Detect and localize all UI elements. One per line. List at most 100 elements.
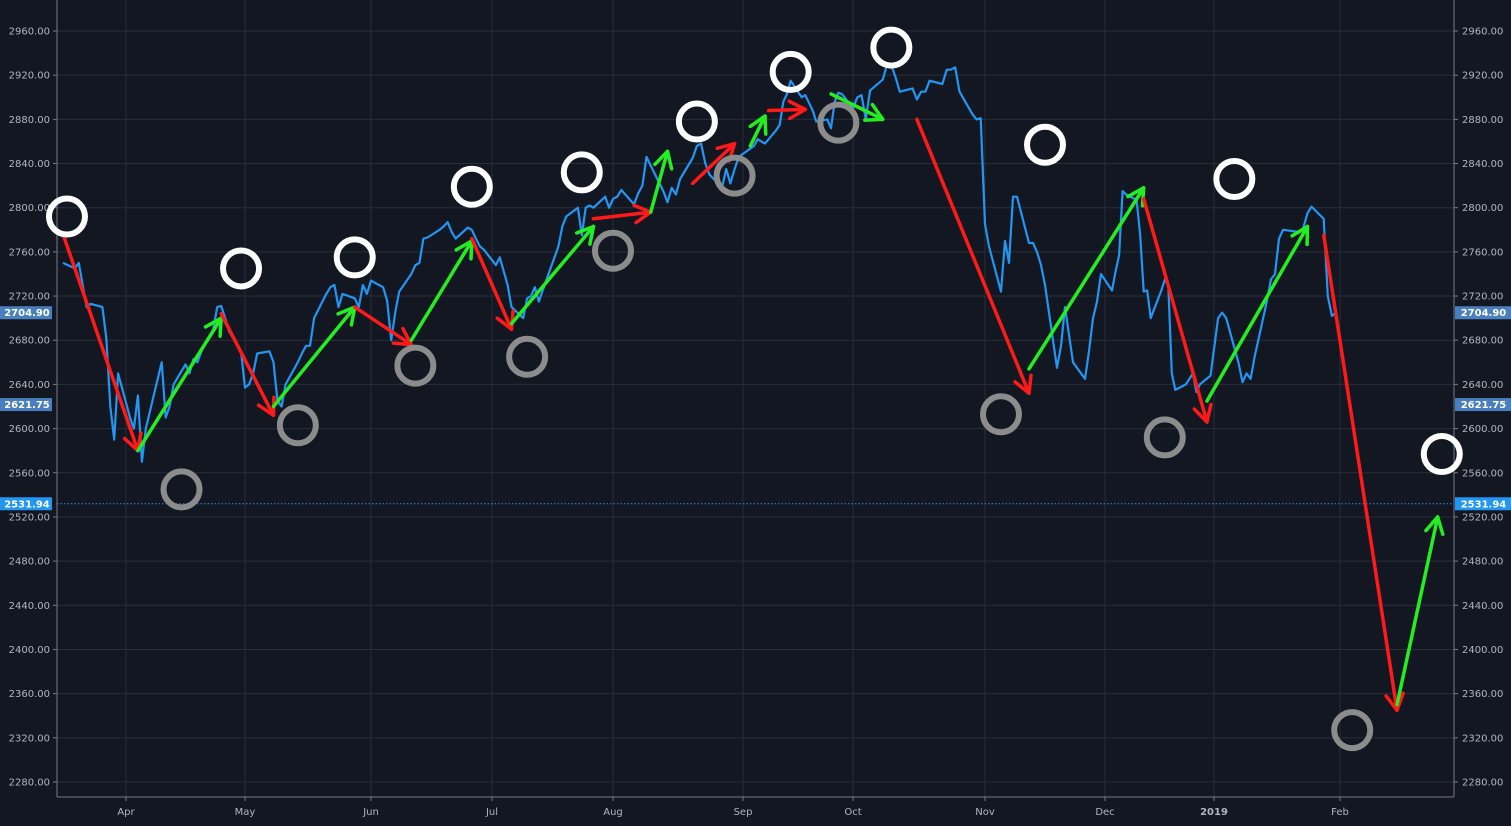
- price-badge-right: [1455, 398, 1511, 412]
- high-marker-circle: [1213, 157, 1256, 200]
- up-arrow: [748, 114, 768, 148]
- low-marker-circle: [506, 335, 549, 378]
- high-marker-circle: [675, 100, 718, 143]
- x-tick-label: 2019: [1200, 807, 1228, 818]
- arrow-shaft: [591, 210, 653, 221]
- y-tick-label-right: 2360.00: [1462, 689, 1503, 700]
- y-tick-label-left: 2440.00: [9, 601, 50, 612]
- price-badge-right: [1455, 306, 1511, 320]
- down-arrow: [1321, 233, 1405, 712]
- y-tick-label-left: 2560.00: [9, 468, 50, 479]
- annotations-layer: [45, 26, 1463, 752]
- up-arrow: [1395, 515, 1445, 707]
- y-tick-label-right: 2600.00: [1462, 424, 1503, 435]
- up-arrow: [136, 316, 223, 453]
- low-marker-circle: [160, 468, 203, 511]
- price-badge-right: [1455, 497, 1511, 511]
- arrow-head: [391, 326, 414, 347]
- y-tick-label-left: 2680.00: [9, 336, 50, 347]
- up-arrow: [648, 149, 674, 214]
- arrow-head: [1424, 515, 1445, 536]
- price-badge-left-label: 2621.75: [4, 400, 50, 411]
- y-tick-label-right: 2400.00: [1462, 645, 1503, 656]
- high-marker-circle: [870, 26, 913, 69]
- down-arrow: [766, 99, 808, 121]
- arrow-shaft: [1141, 197, 1209, 424]
- y-tick-label-left: 2840.00: [9, 159, 50, 170]
- x-tick-label: Jul: [485, 807, 498, 818]
- y-tick-label-right: 2840.00: [1462, 159, 1503, 170]
- low-marker-circle: [1143, 416, 1186, 459]
- y-tick-label-right: 2920.00: [1462, 71, 1503, 82]
- down-arrow: [219, 311, 276, 418]
- high-marker-circle: [333, 236, 376, 279]
- arrow-head: [1192, 402, 1213, 424]
- arrow-shaft: [352, 305, 414, 347]
- up-arrow: [509, 224, 596, 326]
- y-tick-label-right: 2280.00: [1462, 778, 1503, 789]
- high-marker-circle: [769, 50, 812, 93]
- up-arrow: [829, 92, 885, 122]
- y-tick-label-right: 2760.00: [1462, 247, 1503, 258]
- x-tick-label: Feb: [1331, 807, 1349, 818]
- low-marker-circle: [1331, 709, 1374, 752]
- down-arrow: [470, 236, 515, 331]
- arrow-head: [863, 102, 885, 122]
- arrow-head: [203, 316, 223, 338]
- y-tick-label-left: 2600.00: [9, 424, 50, 435]
- price-badge-left: [0, 398, 52, 412]
- arrow-shaft: [470, 236, 514, 331]
- y-tick-label-left: 2880.00: [9, 115, 50, 126]
- y-tick-label-left: 2360.00: [9, 689, 50, 700]
- arrow-shaft: [509, 224, 596, 326]
- high-marker-circle: [560, 151, 603, 194]
- y-tick-label-right: 2440.00: [1462, 601, 1503, 612]
- arrow-shaft: [271, 305, 357, 409]
- x-tick-label: Aug: [603, 807, 623, 818]
- arrow-head: [1384, 691, 1405, 712]
- low-marker-circle: [713, 154, 756, 197]
- arrow-shaft: [1321, 233, 1399, 712]
- y-tick-label-right: 2480.00: [1462, 557, 1503, 568]
- x-tick-label: Apr: [117, 807, 135, 818]
- y-tick-label-left: 2320.00: [9, 733, 50, 744]
- y-tick-label-left: 2280.00: [9, 778, 50, 789]
- up-arrow: [1205, 224, 1310, 403]
- x-tick-label: Oct: [844, 807, 861, 818]
- arrow-shaft: [61, 232, 140, 453]
- price-badge-left: [0, 497, 52, 511]
- y-tick-label-left: 2520.00: [9, 512, 50, 523]
- y-tick-label-left: 2480.00: [9, 557, 50, 568]
- arrow-shaft: [1395, 515, 1440, 707]
- price-badge-right-label: 2531.94: [1461, 499, 1507, 510]
- arrow-head: [748, 114, 768, 136]
- y-tick-label-left: 2400.00: [9, 645, 50, 656]
- y-tick-label-right: 2800.00: [1462, 203, 1503, 214]
- down-arrow: [915, 117, 1033, 395]
- high-marker-circle: [1024, 123, 1066, 166]
- low-marker-circle: [980, 393, 1022, 436]
- series-layer: [57, 62, 1454, 505]
- y-tick-label-right: 2320.00: [1462, 733, 1503, 744]
- price-badge-left-label: 2531.94: [4, 499, 50, 510]
- arrow-shaft: [136, 316, 223, 453]
- price-series-line: [62, 62, 1337, 463]
- arrow-head: [495, 309, 515, 331]
- price-badge-right-label: 2621.75: [1461, 400, 1507, 411]
- y-tick-label-right: 2520.00: [1462, 512, 1503, 523]
- high-marker-circle: [1420, 432, 1463, 475]
- x-tick-label: Sep: [734, 807, 753, 818]
- arrow-shaft: [219, 311, 276, 418]
- high-marker-circle: [220, 247, 263, 290]
- y-tick-label-left: 2720.00: [9, 292, 50, 303]
- arrow-shaft: [1027, 186, 1146, 371]
- y-tick-label-right: 2960.00: [1462, 27, 1503, 38]
- arrow-shaft: [748, 114, 767, 148]
- y-tick-label-left: 2760.00: [9, 247, 50, 258]
- x-tick-label: Jun: [362, 807, 379, 818]
- y-tick-label-right: 2640.00: [1462, 380, 1503, 391]
- price-badge-left: [0, 306, 52, 320]
- low-marker-circle: [276, 404, 319, 447]
